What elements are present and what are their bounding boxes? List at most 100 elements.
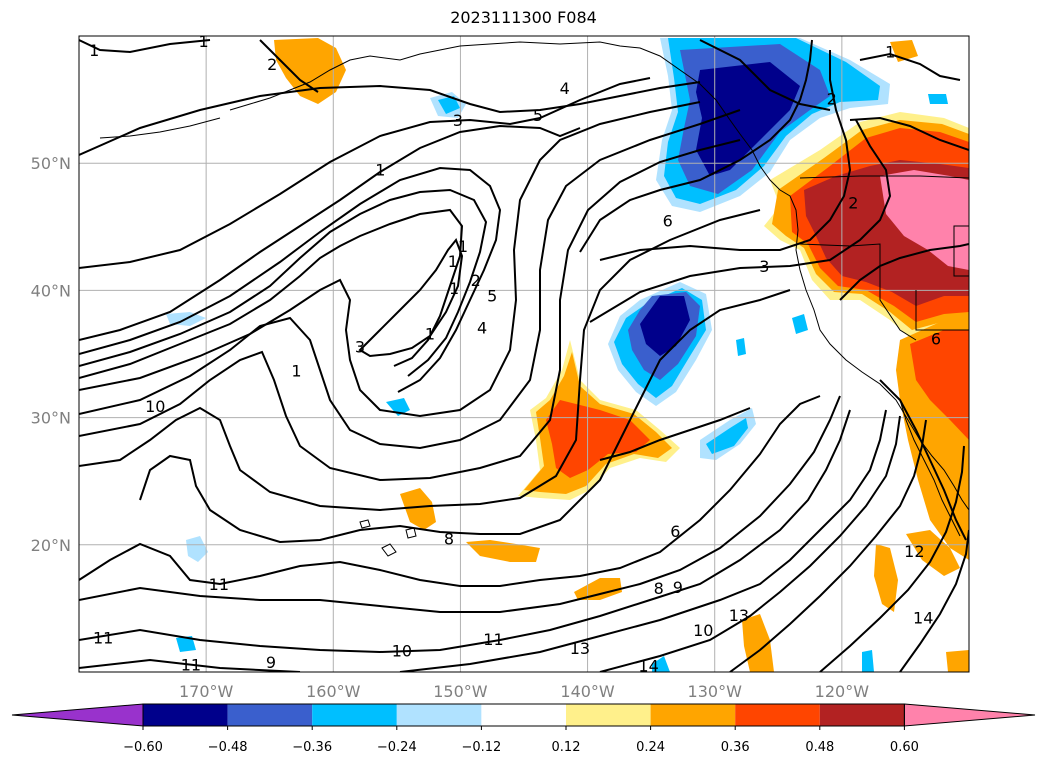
- contour-line: [599, 415, 901, 672]
- colorbar-tick-label: 0.48: [805, 740, 834, 755]
- colorbar-tick-label: −0.48: [208, 740, 248, 755]
- map-frame: [78, 35, 970, 673]
- contour-label: 1: [291, 362, 301, 381]
- colorbar-swatch: [312, 704, 397, 726]
- shade-region: [186, 536, 208, 562]
- contour-line: [729, 419, 927, 672]
- contour-label: 11: [483, 630, 503, 649]
- shade-region: [946, 650, 969, 672]
- contour-label: 8: [444, 529, 454, 548]
- shade-region: [906, 530, 960, 576]
- contour-label: 9: [266, 653, 276, 672]
- state-border: [915, 290, 969, 331]
- contour-line: [859, 52, 961, 81]
- contour-label: 8: [654, 579, 664, 598]
- shade-region: [574, 578, 622, 600]
- contour-line: [79, 395, 841, 613]
- coastline-bc-pnw: [779, 189, 969, 511]
- contour-label: 6: [931, 330, 941, 349]
- colorbar-tick-label: −0.36: [292, 740, 332, 755]
- shade-region: [910, 330, 969, 440]
- state-border: [799, 175, 969, 179]
- contour-line: [79, 77, 651, 269]
- shade-region: [640, 296, 690, 356]
- contour-label: 10: [693, 621, 713, 640]
- shade-region: [880, 170, 969, 270]
- contour-label: 2: [827, 89, 837, 108]
- latitude-label: 30°N: [31, 409, 71, 428]
- contour-label: 1: [89, 41, 99, 60]
- contour-label: 9: [673, 578, 683, 597]
- state-border: [799, 243, 917, 341]
- contour-label: 14: [913, 608, 933, 627]
- contour-line: [839, 243, 969, 301]
- contour-label: 5: [487, 286, 497, 305]
- contour-line: [589, 119, 892, 323]
- contour-line: [79, 109, 741, 450]
- colorbar-swatch: [735, 704, 820, 726]
- contour-line: [899, 529, 969, 672]
- contour-line: [259, 39, 319, 93]
- contour-line: [79, 139, 741, 482]
- longitude-label: 140°W: [560, 682, 615, 701]
- contour-label: 3: [453, 111, 463, 130]
- colorbar-tick-label: −0.60: [123, 740, 163, 755]
- latitude-label: 20°N: [31, 536, 71, 555]
- contour-line: [599, 407, 751, 461]
- shade-region: [792, 314, 808, 334]
- colorbar-swatch: [227, 704, 313, 726]
- shade-region: [928, 94, 948, 104]
- contour-line: [599, 50, 852, 261]
- coastline-alaska: [229, 41, 781, 191]
- shade-region: [400, 488, 436, 530]
- contour-line: [79, 188, 488, 377]
- contour-line: [79, 39, 211, 54]
- contour-line: [79, 166, 502, 393]
- contour-label: 1: [458, 237, 468, 256]
- contour-line: [79, 81, 701, 156]
- contour-label: 10: [392, 641, 412, 660]
- contour-label: 2: [471, 271, 481, 290]
- colorbar-tick-label: −0.24: [377, 740, 417, 755]
- latitude-label: 40°N: [31, 281, 71, 300]
- contour-label: 14: [638, 657, 658, 676]
- longitude-label: 120°W: [815, 682, 870, 701]
- shade-region: [176, 636, 196, 652]
- contour-label: 4: [560, 79, 570, 98]
- colorbar: [11, 703, 1036, 727]
- contour-label: 6: [663, 211, 673, 230]
- map-title: 2023111300 F084: [450, 8, 597, 27]
- contour-line: [358, 238, 464, 358]
- longitude-labels: 170°W 160°W 150°W 140°W 130°W 120°W: [179, 682, 869, 701]
- colorbar-tick-label: 0.60: [890, 740, 919, 755]
- colorbar-tick-label: −0.12: [461, 740, 501, 755]
- aleutian-islands: [99, 117, 221, 139]
- coastline-baja: [899, 399, 961, 537]
- colorbar-tick-label: 0.12: [552, 740, 581, 755]
- contour-line: [79, 101, 701, 418]
- colorbar-labels: −0.60 −0.48 −0.36 −0.24 −0.12 0.12 0.24 0.36 0.4…: [123, 726, 919, 755]
- contour-line: [819, 445, 965, 672]
- contour-line: [79, 209, 761, 512]
- shade-region: [736, 338, 746, 356]
- shade-region: [546, 400, 650, 478]
- colorbar-swatch: [396, 704, 482, 726]
- contour-label: 2: [848, 194, 858, 213]
- colorbar-swatch: [819, 704, 905, 726]
- contour-line: [79, 409, 851, 654]
- contour-label: 11: [93, 629, 113, 648]
- contour-line: [139, 289, 791, 544]
- contour-label: 6: [670, 522, 680, 541]
- colorbar-swatch: [566, 704, 651, 726]
- shade-region: [386, 398, 410, 416]
- shade-region: [874, 544, 898, 612]
- contour-label: 11: [181, 655, 201, 674]
- contour-label: 1: [449, 279, 459, 298]
- contour-label: 1: [425, 325, 435, 344]
- shade-region: [862, 650, 874, 672]
- colorbar-extend-high: [903, 703, 1036, 727]
- colorbar-swatch: [481, 704, 566, 726]
- shade-region: [466, 540, 540, 562]
- contour-line: [79, 208, 464, 379]
